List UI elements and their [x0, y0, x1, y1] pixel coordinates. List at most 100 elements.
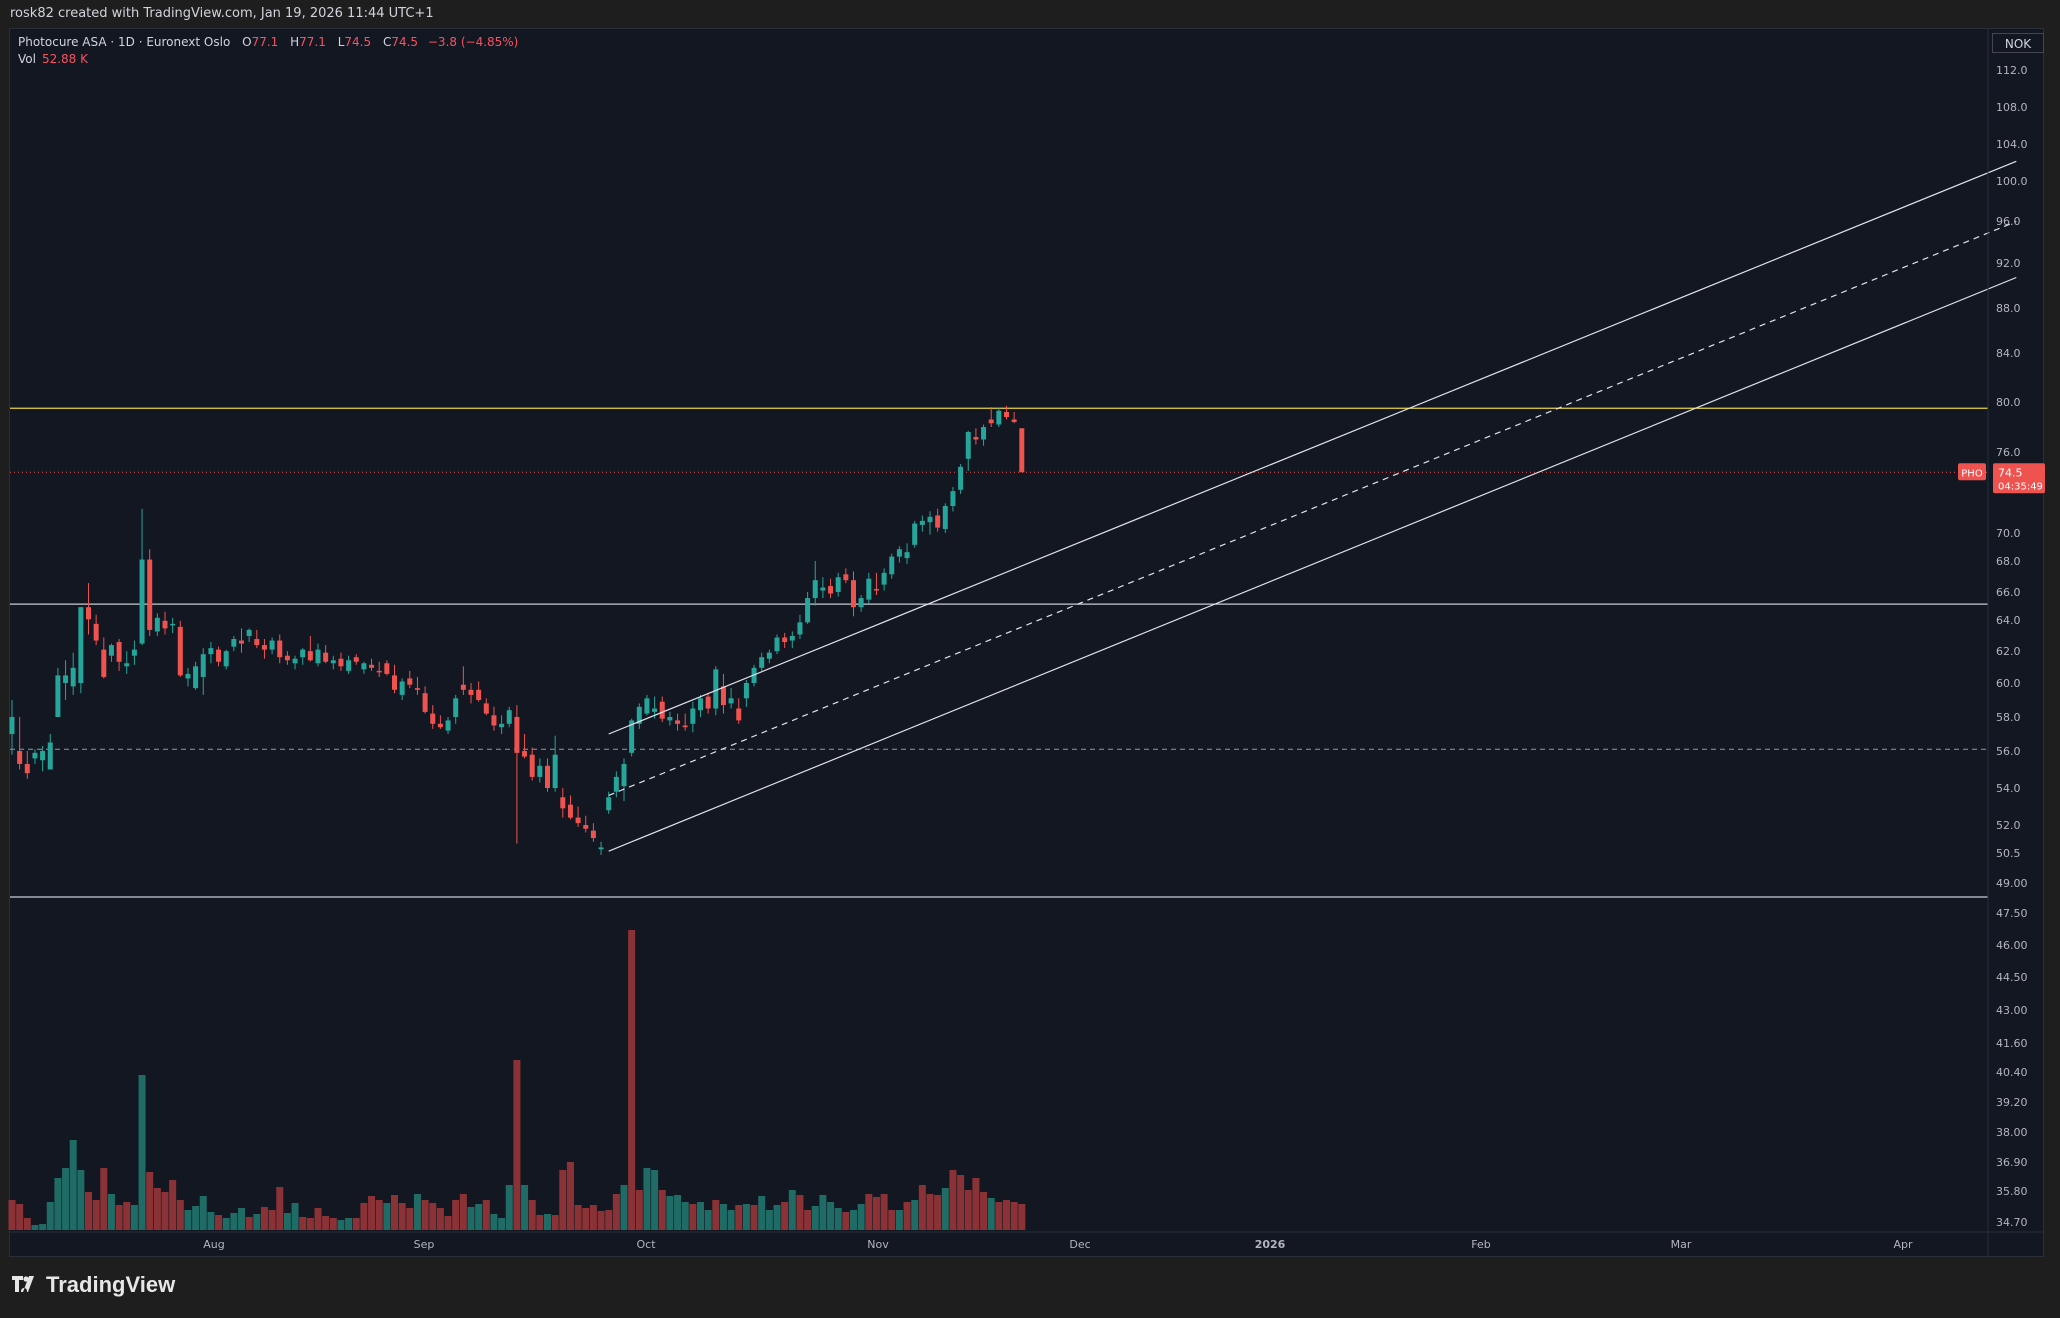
- price-tick-label: 80.0: [1996, 396, 2021, 409]
- candle-body: [766, 652, 772, 659]
- candle-body: [514, 717, 520, 753]
- volume-bar: [597, 1211, 605, 1230]
- time-tick-label: Dec: [1069, 1238, 1090, 1251]
- candle-body: [820, 587, 826, 591]
- candle-body: [101, 649, 107, 677]
- candle-body: [904, 552, 910, 559]
- price-tick-label: 66.0: [1996, 586, 2021, 599]
- candle-body: [736, 708, 742, 721]
- volume-bar: [222, 1218, 230, 1230]
- price-tick-label: 84.0: [1996, 347, 2021, 360]
- candle-body: [376, 670, 382, 673]
- price-tick-label: 56.0: [1996, 745, 2021, 758]
- candle-body: [919, 520, 925, 525]
- candle-body: [935, 515, 941, 528]
- candle-body: [78, 607, 84, 683]
- volume-bar: [827, 1202, 835, 1230]
- volume-bar: [980, 1192, 988, 1230]
- price-tick-label: 35.80: [1996, 1185, 2028, 1198]
- price-tick-label: 64.0: [1996, 614, 2021, 627]
- volume-bar: [903, 1202, 911, 1230]
- candle-body: [728, 698, 734, 704]
- price-tick-label: 50.5: [1996, 847, 2021, 860]
- volume-bar: [819, 1195, 827, 1230]
- candle-body: [269, 640, 275, 650]
- candle-body: [185, 673, 191, 679]
- candle-body: [621, 763, 627, 787]
- price-tick-label: 47.50: [1996, 907, 2028, 920]
- candle-body: [851, 580, 856, 608]
- candle-body: [988, 419, 994, 424]
- volume-bar: [375, 1200, 383, 1230]
- volume-bar: [719, 1204, 727, 1230]
- legend-row-ohlc: Photocure ASA · 1D · Euronext Oslo O77.1…: [18, 34, 518, 51]
- candle-body: [292, 658, 298, 664]
- candle-body: [254, 639, 260, 646]
- candle-body: [453, 698, 459, 717]
- volume-bar: [107, 1194, 115, 1230]
- candle-body: [629, 720, 635, 753]
- candle-body: [40, 751, 46, 761]
- volume-bar: [857, 1204, 865, 1230]
- candle-body: [675, 720, 681, 724]
- candle-body: [468, 689, 474, 695]
- volume-bar: [934, 1195, 942, 1230]
- volume-bar: [521, 1185, 529, 1230]
- candle-body: [828, 586, 834, 594]
- volume-bar: [299, 1217, 307, 1230]
- volume-bar: [972, 1178, 980, 1230]
- time-tick-label: Aug: [203, 1238, 224, 1251]
- volume-bar: [880, 1194, 888, 1230]
- price-tick-label: 36.90: [1996, 1156, 2028, 1169]
- tradingview-logo: TradingView: [12, 1272, 175, 1298]
- volume-bar: [62, 1168, 70, 1230]
- volume-bar: [322, 1216, 330, 1230]
- candle-body: [86, 607, 91, 620]
- candle-body: [705, 696, 711, 709]
- candle-body: [116, 642, 122, 662]
- volume-bar: [199, 1196, 207, 1230]
- price-tag-value: 74.5: [1998, 466, 2023, 479]
- candle-body: [93, 623, 99, 641]
- candle-body: [789, 635, 795, 641]
- candle-body: [636, 706, 642, 724]
- candle-body: [284, 655, 290, 661]
- price-axis[interactable]: 112.0 108.0 104.0 100.0 96.0 92.0 88.0 84.0 80.0…: [1987, 28, 2028, 1256]
- volume-bar: [16, 1204, 24, 1230]
- low-value: 74.5: [344, 35, 372, 49]
- volume-bar: [23, 1218, 31, 1230]
- volume-bar: [742, 1204, 750, 1230]
- volume-bar: [337, 1220, 345, 1230]
- volume-bar: [161, 1192, 169, 1230]
- candle-body: [154, 617, 160, 632]
- volume-bar: [612, 1194, 620, 1230]
- volume-bar: [505, 1185, 513, 1230]
- candle-body: [598, 847, 604, 850]
- candle-body: [575, 817, 581, 824]
- volume-bar: [245, 1217, 253, 1230]
- currency-selector[interactable]: NOK: [1992, 33, 2044, 53]
- volume-label: Vol: [18, 52, 36, 66]
- price-tag-bg: [1993, 463, 2045, 494]
- candle-body: [300, 649, 306, 658]
- volume-bar: [352, 1218, 360, 1230]
- trend-channel[interactable]: [608, 160, 2017, 852]
- candle-body: [430, 713, 436, 724]
- volume-bar: [911, 1200, 919, 1230]
- legend-row-volume: Vol 52.88 K: [18, 51, 518, 68]
- symbol-name[interactable]: Photocure ASA · 1D · Euronext Oslo: [18, 35, 231, 49]
- volume-bar: [681, 1202, 689, 1230]
- open-value: 77.1: [251, 35, 279, 49]
- volume-bar: [589, 1205, 597, 1230]
- volume-bar: [804, 1210, 812, 1230]
- volume-bar: [513, 1060, 521, 1230]
- time-axis[interactable]: Aug Sep Oct Nov Dec 2026 Feb Mar Apr: [10, 1231, 2044, 1251]
- candle-body: [353, 657, 359, 662]
- volume-bar: [452, 1200, 460, 1230]
- chart-frame[interactable]: [9, 28, 2044, 1257]
- candle-body: [965, 432, 971, 459]
- volume-bar: [490, 1214, 498, 1230]
- volume-bar: [566, 1162, 574, 1230]
- volume-bar: [360, 1203, 368, 1230]
